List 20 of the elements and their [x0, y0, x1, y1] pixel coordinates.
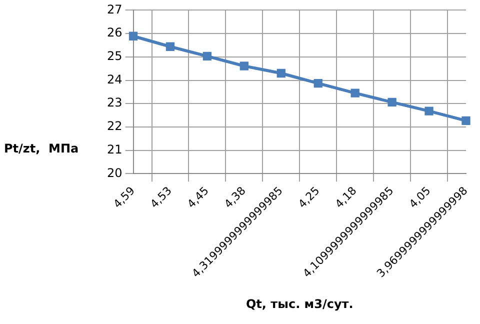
y-tick-label: 26 [106, 26, 122, 40]
point [202, 52, 212, 61]
point [166, 42, 175, 51]
point [276, 68, 286, 78]
x-axis-title: Qt, тыс. м3/сут. [246, 296, 354, 311]
y-axis-title: Pt/zt, МПа [4, 141, 79, 156]
point [314, 78, 322, 88]
y-tick-label: 20 [106, 166, 122, 180]
point [350, 88, 360, 98]
point [388, 98, 396, 107]
point [462, 116, 470, 125]
y-tick-label: 27 [106, 2, 122, 16]
y-tick-label: 24 [106, 72, 122, 86]
y-tick-label: 22 [106, 119, 122, 134]
point [128, 32, 138, 40]
y-tick-label: 21 [106, 142, 122, 156]
y-tick-label: 25 [106, 49, 122, 64]
point [424, 106, 434, 116]
y-tick-label: 23 [106, 96, 122, 110]
point [240, 62, 249, 70]
